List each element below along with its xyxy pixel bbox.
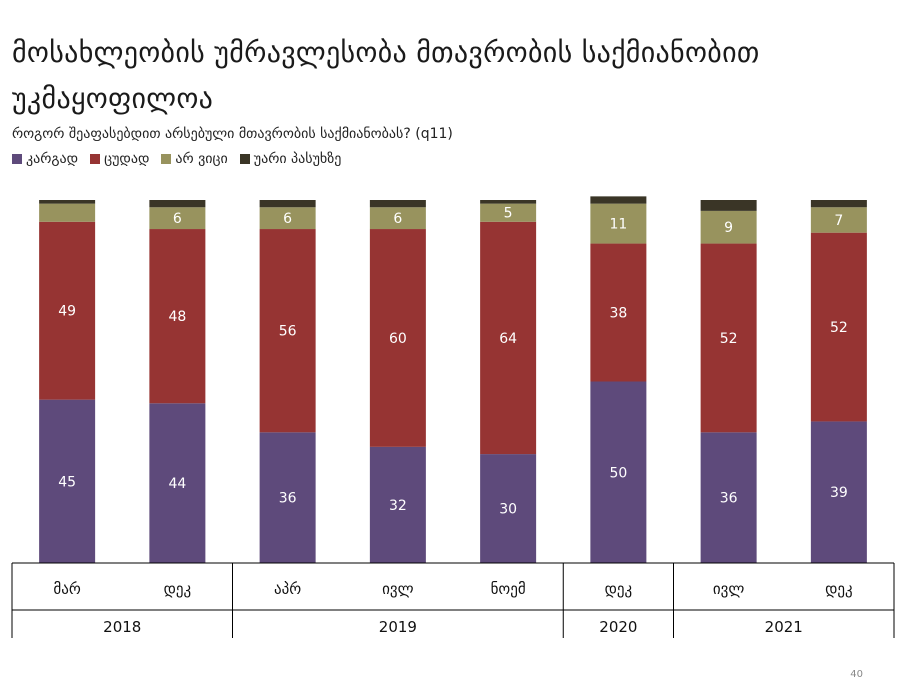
legend-item: ცუდად — [90, 151, 149, 167]
bar-segment — [259, 229, 316, 433]
data-label: 9 — [724, 220, 733, 236]
legend-swatch — [12, 154, 22, 164]
category-tick-label: დეკ — [164, 580, 192, 598]
bar-segment — [149, 207, 206, 230]
page-number: 40 — [850, 669, 863, 680]
data-label: 38 — [609, 306, 627, 322]
bar-segment — [480, 200, 537, 204]
data-label: 52 — [720, 331, 738, 347]
bar-segment — [149, 229, 206, 404]
legend-label: კარგად — [26, 151, 79, 167]
bar-segment — [369, 446, 426, 563]
bar-segment — [369, 229, 426, 447]
category-tick-label: ივლ — [713, 580, 744, 598]
category-tick-label: მარ — [53, 580, 80, 598]
bar-segment — [810, 200, 867, 208]
bar-segment — [259, 432, 316, 563]
bar-segment — [480, 221, 537, 455]
bar-segment — [39, 203, 96, 222]
year-group-label: 2018 — [103, 618, 141, 636]
category-tick-label: დეკ — [825, 580, 853, 598]
legend: კარგად ცუდად არ ვიცი უარი პასუხზე — [12, 151, 341, 167]
data-label: 5 — [504, 206, 513, 222]
data-label: 32 — [389, 498, 407, 514]
bar-segment — [480, 454, 537, 563]
legend-label: არ ვიცი — [175, 151, 228, 167]
chart-subtitle: როგორ შეაფასებდით არსებული მთავრობის საქ… — [12, 126, 453, 142]
category-tick-label: დეკ — [605, 580, 633, 598]
legend-swatch — [161, 154, 172, 164]
bar-segment — [369, 200, 426, 208]
data-label: 64 — [499, 331, 517, 347]
bar-segment — [590, 203, 647, 244]
bar-segment — [39, 399, 96, 563]
legend-swatch — [239, 154, 250, 164]
data-label: 6 — [393, 211, 402, 227]
bar-segment — [810, 207, 867, 233]
bar-segment — [700, 200, 757, 211]
data-label: 44 — [168, 476, 186, 492]
data-label: 52 — [830, 320, 848, 336]
bar-segment — [590, 243, 647, 382]
data-label: 36 — [720, 491, 738, 507]
data-label: 7 — [834, 213, 843, 229]
bar-segment — [39, 221, 96, 400]
data-label: 48 — [168, 309, 186, 325]
data-label: 39 — [830, 485, 848, 501]
year-group-label: 2020 — [599, 618, 637, 636]
title-area: მოსახლეობის უმრავლესობა მთავრობის საქმია… — [12, 30, 902, 122]
bar-segment — [369, 207, 426, 230]
bar-segment — [590, 196, 647, 204]
chart-title: მოსახლეობის უმრავლესობა მთავრობის საქმია… — [12, 36, 760, 115]
bar-segment — [39, 200, 96, 204]
bar-segment — [700, 432, 757, 563]
bar-segment — [590, 381, 647, 563]
bar-segment — [149, 403, 206, 563]
data-label: 6 — [283, 211, 292, 227]
legend-label: უარი პასუხზე — [253, 151, 342, 167]
legend-item: უარი პასუხზე — [239, 151, 342, 167]
legend-item: არ ვიცი — [161, 151, 228, 167]
data-label: 30 — [499, 502, 517, 518]
legend-item: კარგად — [12, 151, 78, 167]
data-label: 49 — [58, 304, 76, 320]
legend-swatch — [90, 154, 101, 164]
bar-segment — [810, 232, 867, 422]
data-label: 36 — [279, 491, 297, 507]
data-label: 50 — [609, 465, 627, 481]
bar-segment — [259, 207, 316, 230]
data-label: 6 — [173, 211, 182, 227]
bar-segment — [259, 200, 316, 208]
legend-label: ცუდად — [104, 151, 150, 167]
bar-segment — [480, 203, 537, 222]
category-tick-label: აპრ — [274, 580, 301, 598]
bar-segment — [149, 200, 206, 208]
bar-segment — [700, 243, 757, 433]
data-label: 45 — [58, 474, 76, 490]
data-label: 60 — [389, 331, 407, 347]
data-label: 11 — [609, 217, 627, 233]
year-group-label: 2019 — [379, 618, 417, 636]
category-tick-label: ნოემ — [491, 580, 526, 598]
bar-segment — [810, 421, 867, 563]
bar-segment — [700, 210, 757, 244]
year-group-label: 2021 — [765, 618, 803, 636]
data-label: 56 — [279, 324, 297, 340]
category-tick-label: ივლ — [382, 580, 413, 598]
